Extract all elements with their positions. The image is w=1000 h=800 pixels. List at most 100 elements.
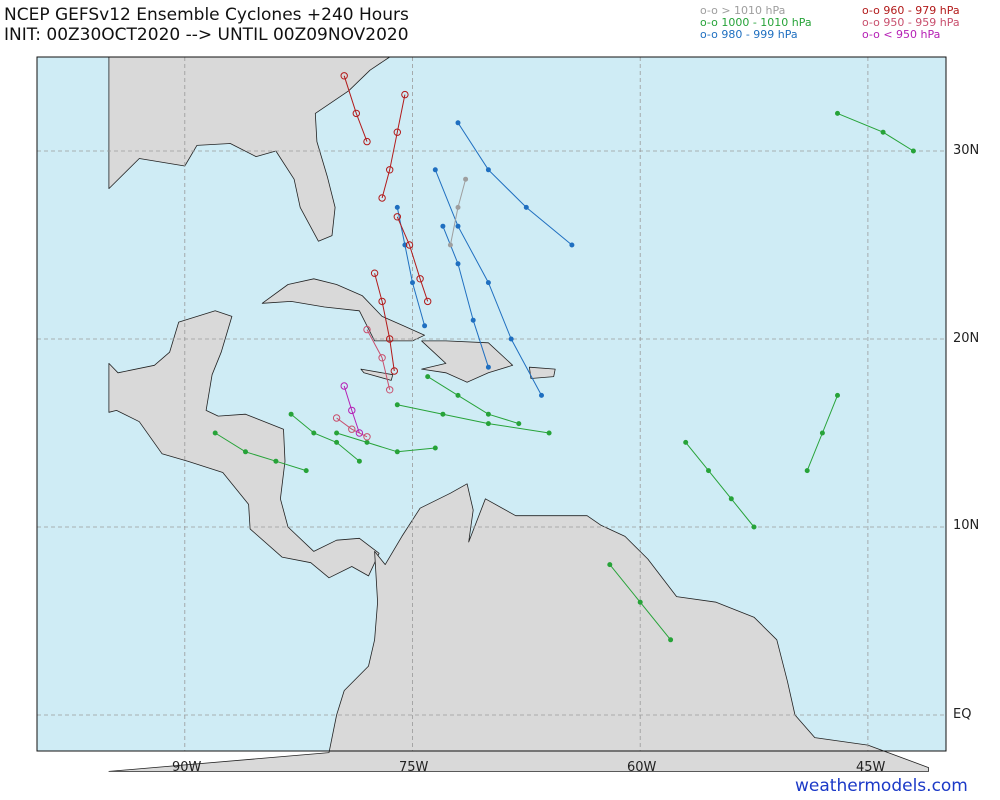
cyclone-track-point: [363, 325, 371, 334]
cyclone-track-point: [348, 406, 356, 415]
map-subtitle: INIT: 00Z30OCT2020 --> UNTIL 00Z09NOV202…: [4, 25, 409, 45]
cyclone-track-point: [356, 458, 362, 464]
cyclone-track-point: [440, 411, 446, 417]
map-frame: [36, 56, 947, 752]
cyclone-track-point: [516, 421, 522, 427]
cyclone-track-point: [273, 458, 279, 464]
cyclone-track-point: [394, 204, 400, 210]
cyclone-track-point: [378, 354, 386, 362]
cyclone-track-point: [410, 280, 415, 286]
cyclone-track-point: [355, 429, 364, 437]
cyclone-track-point: [835, 110, 840, 116]
cyclone-track-line: [366, 329, 391, 390]
cyclone-track-point: [440, 223, 446, 229]
cyclone-track-point: [386, 386, 394, 394]
lon-label-75w: 75W: [399, 760, 429, 775]
cyclone-track-point: [352, 109, 360, 118]
cyclone-track-point: [835, 392, 840, 398]
cyclone-tracks: [212, 72, 916, 643]
cyclone-track-point: [539, 392, 544, 398]
cyclone-track-point: [394, 449, 400, 455]
cuba-land: [261, 278, 426, 342]
cyclone-track-line: [685, 442, 755, 528]
cyclone-track-point: [378, 194, 386, 202]
cyclone-track-point: [455, 204, 461, 210]
cyclone-track-point: [523, 204, 529, 210]
lon-label-90w: 90W: [172, 760, 202, 775]
cyclone-track-point: [243, 449, 248, 455]
cyclone-track-point: [288, 411, 294, 417]
cyclone-track-point: [402, 242, 408, 248]
cyclone-track-point: [447, 242, 453, 248]
south-america-land: [108, 483, 929, 772]
cyclone-track-point: [386, 166, 394, 174]
lat-label-10n: 10N: [953, 518, 980, 533]
cyclone-track-line: [214, 432, 307, 472]
cyclone-track-point: [212, 430, 218, 436]
cyclone-track-point: [470, 317, 476, 323]
cyclone-track-line: [336, 432, 436, 453]
cyclone-track-point: [485, 421, 491, 427]
cyclone-track-point: [607, 562, 613, 568]
cyclone-track-point: [334, 439, 340, 445]
cyclone-track-point: [394, 402, 400, 408]
cyclone-track-line: [374, 273, 395, 372]
cyclone-track-point: [311, 430, 317, 436]
lat-label-eq: EQ: [953, 707, 972, 722]
cyclone-track-point: [416, 275, 424, 283]
legend-960-979: o-o 960 - 979 hPa: [862, 4, 960, 17]
cyclone-track-line: [427, 376, 519, 425]
cyclone-track-line: [343, 75, 368, 142]
landmasses: [108, 56, 929, 772]
cyclone-track-line: [290, 413, 360, 462]
cyclone-track-point: [804, 468, 810, 474]
cyclone-track-point: [363, 137, 371, 146]
legend-gt-1010: o-o > 1010 hPa: [700, 4, 786, 17]
cyclone-track-point: [422, 323, 428, 329]
cyclone-track-point: [405, 241, 414, 249]
puerto-rico-land: [529, 366, 556, 379]
mexico-central-america-land: [108, 310, 380, 579]
cyclone-track-point: [683, 439, 689, 445]
cyclone-track-point: [455, 223, 461, 229]
cyclone-track-point: [364, 439, 370, 445]
cyclone-track-point: [728, 496, 734, 502]
cyclone-track-point: [485, 167, 491, 173]
cyclone-track-point: [340, 382, 348, 390]
lat-label-30n: 30N: [953, 143, 980, 158]
cyclone-track-point: [637, 599, 643, 605]
cyclone-track-point: [668, 637, 674, 643]
legend-1000-1010: o-o 1000 - 1010 hPa: [700, 16, 812, 29]
cyclone-track-line: [457, 122, 573, 246]
cyclone-track-point: [485, 411, 491, 417]
cyclone-track-point: [401, 90, 409, 99]
north-america-land: [108, 56, 391, 242]
cyclone-track-point: [880, 129, 886, 135]
cyclone-track-point: [706, 468, 711, 474]
cyclone-track-point: [424, 297, 432, 306]
cyclone-track-point: [386, 335, 394, 343]
cyclone-track-point: [332, 414, 341, 422]
cyclone-track-line: [343, 385, 360, 434]
cyclone-track-point: [455, 120, 461, 126]
cyclone-track-line: [396, 216, 429, 302]
lon-label-45w: 45W: [856, 760, 886, 775]
cyclone-track-point: [751, 524, 757, 530]
cyclone-track-point: [455, 392, 461, 398]
lat-lon-grid: [37, 57, 946, 751]
cyclone-track-point: [393, 128, 401, 136]
cyclone-track-point: [508, 336, 514, 342]
watermark: weathermodels.com: [795, 776, 968, 796]
legend-980-999: o-o 980 - 999 hPa: [700, 28, 798, 41]
cyclone-track-point: [303, 468, 309, 474]
cyclone-track-point: [348, 425, 356, 433]
cyclone-track-line: [381, 94, 406, 199]
hispaniola-land: [421, 340, 514, 383]
cyclone-track-point: [425, 374, 431, 380]
cyclone-track-point: [390, 367, 398, 375]
cyclone-track-point: [393, 213, 401, 221]
lat-label-20n: 20N: [953, 331, 980, 346]
map-title: NCEP GEFSv12 Ensemble Cyclones +240 Hour…: [4, 5, 409, 25]
cyclone-track-point: [455, 261, 461, 267]
